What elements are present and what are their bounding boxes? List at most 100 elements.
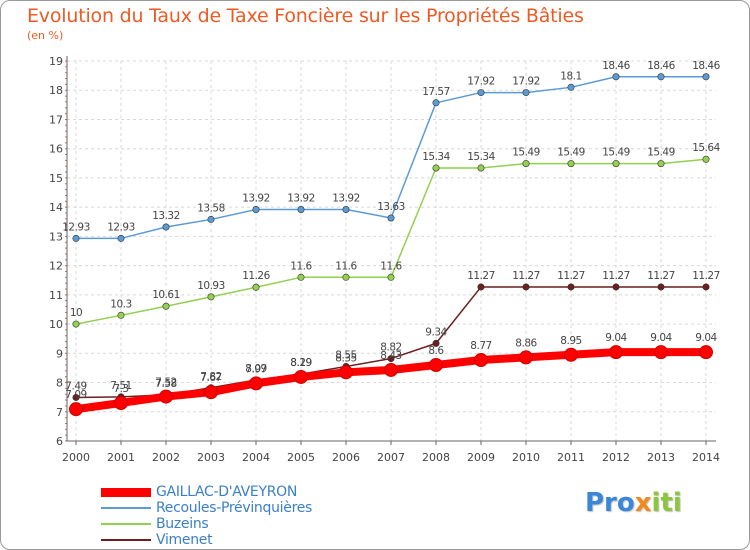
- data-point-gaillac-d-aveyron: [609, 345, 623, 360]
- data-point-gaillac-d-aveyron: [339, 365, 353, 380]
- data-point-buzeins: [297, 273, 305, 281]
- data-point-recoules-pr-vinqui-res: [342, 205, 350, 213]
- data-point-gaillac-d-aveyron: [384, 362, 398, 377]
- data-point-buzeins: [522, 160, 530, 168]
- y-tick-label: 14: [49, 201, 63, 214]
- x-tick-label: 2012: [602, 451, 630, 464]
- y-tick-label: 7: [56, 406, 63, 419]
- data-point-recoules-pr-vinqui-res: [432, 99, 440, 107]
- data-point-recoules-pr-vinqui-res: [72, 234, 80, 242]
- y-tick-label: 18: [49, 84, 63, 97]
- data-point-recoules-pr-vinqui-res: [612, 73, 620, 81]
- x-tick-label: 2000: [62, 451, 90, 464]
- data-point-gaillac-d-aveyron: [519, 350, 533, 365]
- data-point-buzeins: [72, 320, 80, 328]
- data-point-buzeins: [477, 164, 485, 172]
- y-tick-label: 16: [49, 143, 63, 156]
- data-point-buzeins: [567, 160, 575, 168]
- data-point-buzeins: [207, 293, 215, 301]
- y-tick-label: 11: [49, 289, 63, 302]
- x-tick-label: 2002: [152, 451, 180, 464]
- data-point-recoules-pr-vinqui-res: [477, 89, 485, 97]
- data-label-recoules-pr-vinqui-res: 12.93: [62, 221, 90, 233]
- data-label-gaillac-d-aveyron: 8.19: [290, 357, 311, 369]
- data-point-buzeins: [252, 283, 260, 291]
- data-label-gaillac-d-aveyron: 7.67: [200, 372, 221, 384]
- data-label-recoules-pr-vinqui-res: 13.58: [197, 202, 225, 214]
- x-tick-label: 2011: [557, 451, 585, 464]
- data-point-gaillac-d-aveyron: [114, 396, 128, 410]
- data-label-gaillac-d-aveyron: 7.52: [155, 377, 176, 389]
- data-label-vimenet: 11.27: [602, 270, 630, 282]
- data-point-vimenet: [612, 283, 620, 291]
- data-point-recoules-pr-vinqui-res: [162, 223, 170, 231]
- data-label-gaillac-d-aveyron: 7.3: [113, 383, 128, 395]
- x-tick-label: 2003: [197, 451, 225, 464]
- data-label-vimenet: 7.51: [110, 380, 131, 392]
- data-label-recoules-pr-vinqui-res: 18.46: [692, 60, 720, 72]
- data-point-gaillac-d-aveyron: [564, 347, 578, 362]
- data-label-gaillac-d-aveyron: 7.09: [65, 389, 86, 401]
- data-label-recoules-pr-vinqui-res: 17.57: [422, 86, 450, 98]
- legend-swatch-recoules: [101, 507, 151, 509]
- y-tick-label: 19: [49, 55, 63, 68]
- data-labels: 12.93 12.93 13.32 13.58 13.92 13.92 13.92 13.63…: [62, 60, 721, 401]
- x-tick-label: 2014: [692, 451, 720, 464]
- data-label-vimenet: 11.27: [647, 270, 675, 282]
- data-label-vimenet: 7.58: [155, 378, 176, 390]
- data-label-vimenet: 8.55: [335, 349, 356, 361]
- logo-text-x: x: [634, 488, 652, 518]
- data-label-buzeins: 11.26: [242, 270, 270, 282]
- data-label-vimenet: 8.29: [290, 357, 311, 369]
- legend-label: GAILLAC-D'AVEYRON: [156, 484, 298, 500]
- data-label-recoules-pr-vinqui-res: 13.92: [242, 192, 270, 204]
- data-label-buzeins: 10.3: [110, 298, 131, 310]
- data-point-recoules-pr-vinqui-res: [387, 214, 395, 222]
- x-tick-label: 2007: [377, 451, 405, 464]
- data-point-gaillac-d-aveyron: [159, 389, 173, 404]
- data-label-buzeins: 15.34: [422, 151, 450, 163]
- data-point-recoules-pr-vinqui-res: [702, 73, 710, 81]
- data-point-vimenet: [72, 393, 80, 401]
- data-label-vimenet: 8.09: [245, 363, 266, 375]
- data-point-gaillac-d-aveyron: [429, 358, 443, 372]
- x-tick-label: 2004: [242, 451, 270, 464]
- data-label-recoules-pr-vinqui-res: 13.32: [152, 210, 180, 222]
- data-label-recoules-pr-vinqui-res: 13.92: [332, 192, 360, 204]
- data-label-gaillac-d-aveyron: 8.6: [428, 345, 444, 357]
- y-tick-label: 8: [56, 377, 63, 390]
- data-point-recoules-pr-vinqui-res: [297, 205, 305, 213]
- data-label-recoules-pr-vinqui-res: 13.63: [377, 201, 405, 213]
- legend-label: Recoules-Prévinquières: [156, 500, 313, 516]
- data-point-recoules-pr-vinqui-res: [522, 89, 530, 97]
- unit-label: (en %): [27, 29, 64, 42]
- logo-text-iti: iti: [651, 488, 682, 518]
- legend-label: Buzeins: [156, 516, 209, 532]
- axes: 6 7 8 9 10 11 12 13 14 15 16 17 18 19 2000 2001 2002 2003…: [49, 55, 720, 464]
- data-point-buzeins: [432, 164, 440, 172]
- legend-swatch-vimenet: [101, 539, 151, 541]
- data-label-recoules-pr-vinqui-res: 18.1: [560, 70, 581, 82]
- y-tick-label: 12: [49, 260, 63, 273]
- data-label-recoules-pr-vinqui-res: 18.46: [647, 60, 675, 72]
- data-label-buzeins: 11.6: [380, 260, 402, 272]
- data-label-vimenet: 7.82: [200, 371, 221, 383]
- data-label-gaillac-d-aveyron: 9.04: [605, 332, 627, 344]
- grid: [67, 60, 716, 442]
- data-label-recoules-pr-vinqui-res: 17.92: [467, 76, 495, 88]
- data-point-recoules-pr-vinqui-res: [207, 215, 215, 223]
- data-label-vimenet: 7.49: [65, 380, 86, 392]
- data-point-gaillac-d-aveyron: [699, 345, 713, 360]
- data-point-vimenet: [432, 339, 440, 347]
- data-label-vimenet: 11.27: [557, 270, 585, 282]
- data-label-buzeins: 15.34: [467, 151, 495, 163]
- data-point-vimenet: [567, 283, 575, 291]
- data-point-vimenet: [702, 283, 710, 291]
- y-tick-label: 9: [56, 347, 63, 360]
- data-label-buzeins: 10: [70, 307, 82, 319]
- x-tick-label: 2006: [332, 451, 360, 464]
- legend-label: Vimenet: [156, 532, 213, 548]
- data-label-gaillac-d-aveyron: 9.04: [650, 332, 672, 344]
- data-label-vimenet: 11.27: [467, 270, 495, 282]
- data-point-gaillac-d-aveyron: [654, 345, 668, 360]
